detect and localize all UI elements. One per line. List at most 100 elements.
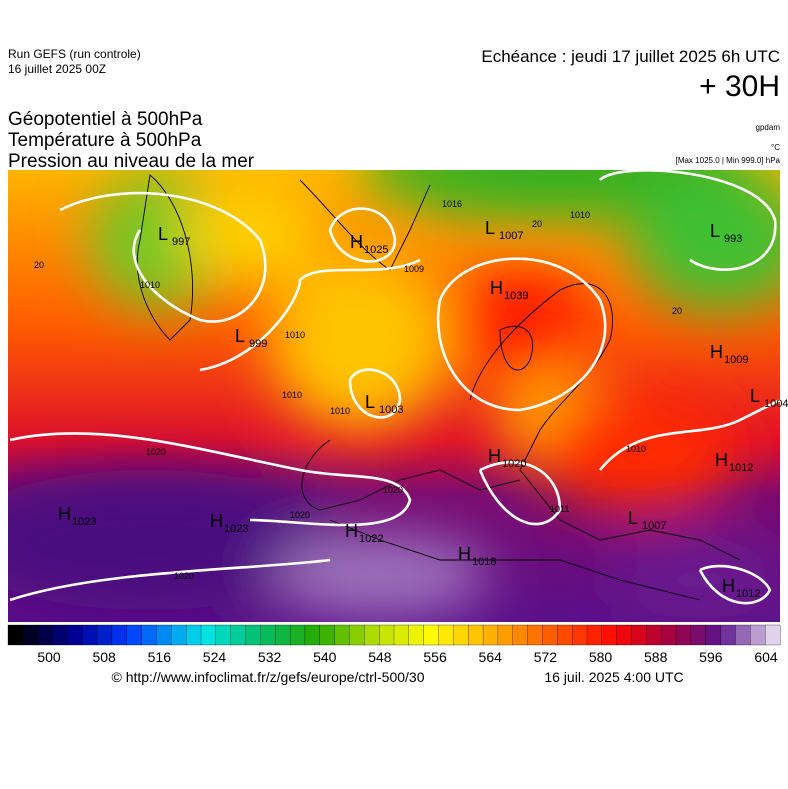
colorbar-swatch xyxy=(542,624,558,646)
colorbar-swatch xyxy=(453,624,469,646)
colorbar: 500 508 516 524 532 540 548 556 564 572 580 588 596 6… xyxy=(7,624,781,665)
contour-label: 1010 xyxy=(282,390,302,400)
contour-label: 1016 xyxy=(442,199,462,209)
colorbar-swatch xyxy=(601,624,618,646)
colorbar-swatch xyxy=(497,624,514,646)
colorbar-swatch xyxy=(126,624,143,646)
colorbar-tick-label: 580 xyxy=(589,649,613,665)
colorbar-swatch xyxy=(319,624,336,646)
unit-label: gpdam xyxy=(756,123,781,132)
colorbar-tick-label: 508 xyxy=(92,649,116,665)
run-date: 16 juillet 2025 00Z xyxy=(8,62,106,76)
center-value: 1018 xyxy=(472,556,496,568)
center-value: 1023 xyxy=(224,523,248,535)
colorbar-swatch xyxy=(171,624,187,646)
colorbar-swatch xyxy=(379,624,395,646)
run-label: Run GEFS (run controle) xyxy=(8,47,141,61)
center-kind: L xyxy=(235,326,245,346)
contour-label: 1010 xyxy=(626,444,646,454)
colorbar-swatch xyxy=(200,624,217,646)
contour-label: 1020 xyxy=(174,571,194,581)
colorbar-swatch xyxy=(408,624,425,646)
colorbar-swatch xyxy=(364,624,380,646)
center-value: 1039 xyxy=(504,290,528,302)
colorbar-tick-label: 572 xyxy=(534,649,558,665)
unit-label: [Max 1025.0 | Min 999.0] hPa xyxy=(676,156,781,165)
colorbar-swatch xyxy=(750,624,766,646)
colorbar-swatch xyxy=(423,624,439,646)
colorbar-tick-label: 548 xyxy=(368,649,392,665)
colorbar-swatch xyxy=(572,624,588,646)
center-kind: H xyxy=(490,278,503,298)
colorbar-tick-label: 500 xyxy=(37,649,61,665)
contour-label: 1020 xyxy=(290,510,310,520)
colorbar-swatch xyxy=(586,624,603,646)
colorbar-swatch xyxy=(156,624,172,646)
colorbar-swatch xyxy=(245,624,261,646)
colorbar-swatch xyxy=(230,624,246,646)
center-value: 999 xyxy=(249,338,267,350)
colorbar-tick-label: 604 xyxy=(754,649,778,665)
temperature-field xyxy=(8,170,780,620)
center-value: 1003 xyxy=(379,404,403,416)
contour-label: 1010 xyxy=(140,280,160,290)
colorbar-tick-label: 556 xyxy=(423,649,447,665)
center-value: 1020 xyxy=(502,458,526,470)
colorbar-swatch xyxy=(275,624,291,646)
colorbar-swatch xyxy=(512,624,529,646)
colorbar-swatch xyxy=(557,624,573,646)
colorbar-swatch xyxy=(111,624,128,646)
isobars xyxy=(9,170,780,605)
center-kind: H xyxy=(458,544,471,564)
center-value: 1022 xyxy=(359,533,383,545)
contour-label: 20 xyxy=(672,306,682,316)
center-value: 1012 xyxy=(736,588,760,600)
colorbar-swatch xyxy=(616,624,632,646)
colorbar-swatch xyxy=(289,624,306,646)
contour-label: 1010 xyxy=(285,330,305,340)
center-value: 993 xyxy=(724,233,742,245)
center-kind: L xyxy=(750,386,760,406)
colorbar-swatch xyxy=(720,624,736,646)
colorbar-swatch xyxy=(96,624,113,646)
contour-label: 1010 xyxy=(330,406,350,416)
colorbar-tick-label: 540 xyxy=(313,649,337,665)
colorbar-swatch xyxy=(393,624,410,646)
colorbar-swatch xyxy=(186,624,202,646)
colorbar-swatch xyxy=(765,624,781,646)
center-value: 997 xyxy=(172,236,190,248)
colorbar-tick-label: 596 xyxy=(699,649,723,665)
center-kind: L xyxy=(628,508,638,528)
colorbar-swatch xyxy=(22,624,39,646)
center-kind: H xyxy=(58,504,71,524)
layer-label: Température à 500hPa xyxy=(8,130,202,151)
center-kind: L xyxy=(485,218,495,238)
echeance: Echéance : jeudi 17 juillet 2025 6h UTC xyxy=(481,47,780,66)
unit-label: °C xyxy=(771,143,780,152)
colorbar-swatch xyxy=(438,624,454,646)
contour-label: 20 xyxy=(34,260,44,270)
contour-label: 1010 xyxy=(570,210,590,220)
layer-label: Géopotentiel à 500hPa xyxy=(8,109,203,130)
colorbar-swatch xyxy=(735,624,751,646)
colorbar-swatch xyxy=(482,624,499,646)
layer-label: Pression au niveau de la mer xyxy=(8,151,255,172)
colorbar-swatch xyxy=(141,624,157,646)
colorbar-swatch xyxy=(7,624,24,646)
colorbar-tick-label: 532 xyxy=(258,649,282,665)
colorbar-swatch xyxy=(215,624,232,646)
contour-label: 1009 xyxy=(404,264,424,274)
colorbar-swatch xyxy=(705,624,722,646)
center-kind: H xyxy=(715,450,728,470)
contour-label: 1020 xyxy=(146,447,166,457)
source-credit: © http://www.infoclimat.fr/z/gefs/europe… xyxy=(111,669,424,685)
colorbar-swatch xyxy=(646,624,662,646)
colorbar-swatch xyxy=(690,624,707,646)
center-kind: H xyxy=(345,521,358,541)
colorbar-tick-label: 588 xyxy=(644,649,668,665)
center-value: 1007 xyxy=(499,230,523,242)
map-area xyxy=(8,170,780,622)
center-kind: H xyxy=(350,232,363,252)
